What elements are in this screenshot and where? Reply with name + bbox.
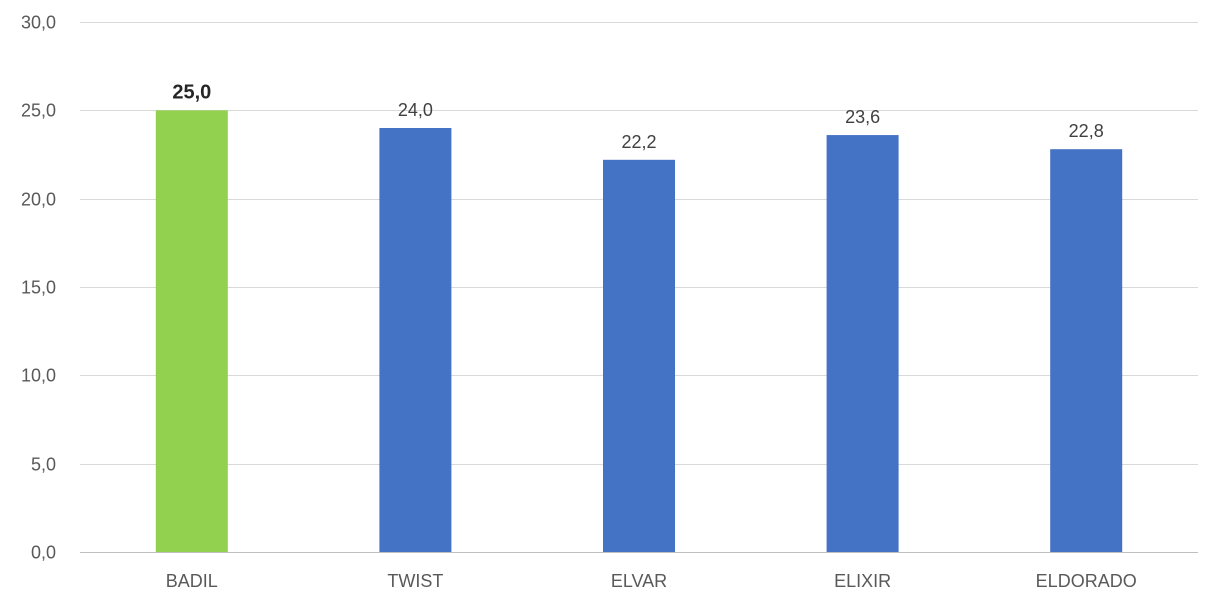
data-label: 25,0	[172, 81, 211, 103]
x-tick-label: BADIL	[166, 571, 218, 591]
y-tick-label: 0,0	[31, 543, 56, 563]
bar-elvar	[603, 159, 675, 553]
x-tick-label: ELDORADO	[1036, 571, 1137, 591]
y-tick-label: 15,0	[21, 278, 56, 298]
data-label: 22,8	[1069, 121, 1104, 141]
y-tick-label: 10,0	[21, 366, 56, 386]
y-tick-label: 5,0	[31, 455, 56, 475]
data-label: 23,6	[845, 107, 880, 127]
x-tick-label: ELVAR	[611, 571, 667, 591]
data-label: 24,0	[398, 100, 433, 120]
x-tick-label: TWIST	[387, 571, 443, 591]
bar-badil	[155, 110, 228, 552]
bars	[155, 110, 1123, 553]
y-tick-label: 25,0	[21, 101, 56, 121]
bar-eldorado	[1050, 149, 1123, 552]
data-label: 22,2	[621, 132, 656, 152]
x-tick-label: ELIXIR	[834, 571, 891, 591]
y-axis-ticks: 0,0 5,0 10,0 15,0 20,0 25,0 30,0	[21, 13, 56, 563]
y-tick-label: 30,0	[21, 13, 56, 33]
data-labels: 25,0 24,0 22,2 23,6 22,8	[172, 81, 1103, 151]
bar-elixir	[826, 135, 899, 553]
x-axis-ticks: BADIL TWIST ELVAR ELIXIR ELDORADO	[166, 571, 1137, 591]
bar-twist	[379, 128, 452, 552]
y-tick-label: 20,0	[21, 190, 56, 210]
